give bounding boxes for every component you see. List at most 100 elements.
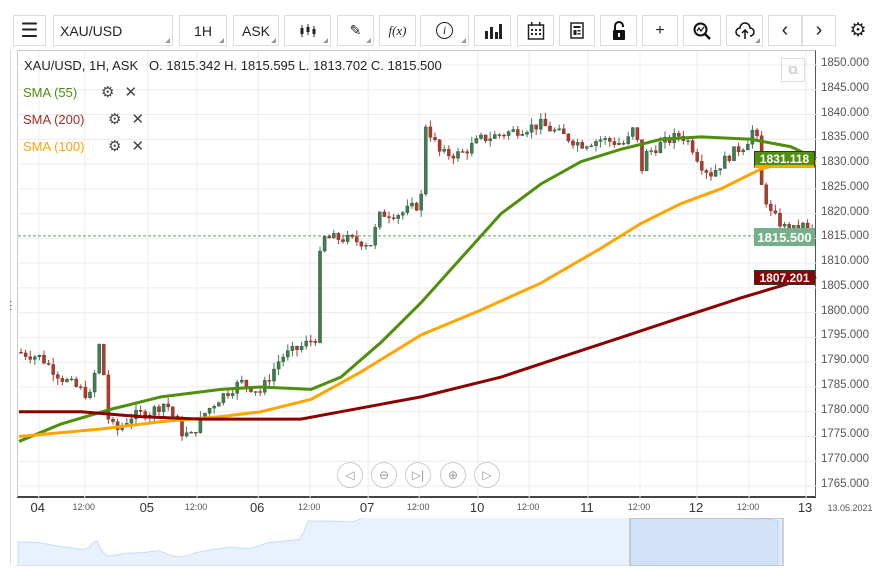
sma55-price-label: 1831.118 xyxy=(754,151,815,168)
candle xyxy=(309,340,313,343)
y-tick-label: 1805.000 xyxy=(821,279,869,292)
scroll-left-button[interactable]: ◁ xyxy=(337,462,363,488)
y-tick-label: 1810.000 xyxy=(821,255,869,268)
y-tick-label: 1830.000 xyxy=(821,156,869,169)
candle xyxy=(207,407,212,414)
candle xyxy=(106,374,111,420)
menu-button[interactable]: ☰ xyxy=(13,15,46,46)
x-tick-label: 12:00 xyxy=(406,502,430,512)
candle xyxy=(51,364,55,375)
zoom-in-button[interactable]: ⊕ xyxy=(440,462,466,488)
candle xyxy=(442,148,446,152)
candle xyxy=(184,432,189,437)
close-icon[interactable]: ✕ xyxy=(124,84,138,101)
candle xyxy=(56,374,60,379)
scroll-right-button[interactable]: ▷ xyxy=(474,462,500,488)
candle xyxy=(686,140,690,142)
candle xyxy=(65,379,69,382)
x-tick-label: 12:00 xyxy=(516,502,540,512)
gear-icon[interactable]: ⚙ xyxy=(108,138,122,155)
navigator[interactable] xyxy=(17,518,883,566)
candle xyxy=(727,155,732,161)
x-tick-label: 12:00 xyxy=(627,502,651,512)
lock-button[interactable] xyxy=(600,15,637,46)
chart-type-button[interactable] xyxy=(284,15,331,46)
interval-select[interactable]: 1H xyxy=(179,15,227,46)
candle xyxy=(92,372,97,393)
info-button[interactable]: i xyxy=(420,15,469,46)
magnifier-chart-icon xyxy=(693,22,711,40)
x-tick-label: 10 xyxy=(469,500,485,515)
x-tick-label: 12 xyxy=(688,500,704,515)
gear-icon[interactable]: ⚙ xyxy=(108,111,122,128)
scroll-forward-button[interactable]: › xyxy=(802,15,836,46)
indicator-label: SMA (100) xyxy=(23,138,85,154)
candle xyxy=(253,391,258,393)
unlock-icon xyxy=(612,20,625,40)
close-icon[interactable]: ✕ xyxy=(131,138,145,155)
reset-view-button[interactable]: ▷| xyxy=(405,462,431,488)
candle xyxy=(585,146,589,149)
scroll-back-button[interactable]: ‹ xyxy=(768,15,802,46)
candle xyxy=(451,155,456,159)
candle xyxy=(516,129,520,136)
x-tick-label: 11 xyxy=(580,500,594,515)
candle xyxy=(594,141,598,146)
popout-button[interactable]: ⧉ xyxy=(781,58,805,82)
crosshair-button[interactable]: + xyxy=(642,15,678,46)
candle xyxy=(180,420,184,437)
candle xyxy=(230,393,235,396)
y-tick-label: 1780.000 xyxy=(821,403,869,416)
draw-tool-button[interactable]: ✎ xyxy=(337,15,374,46)
candle xyxy=(566,133,571,142)
close-icon[interactable]: ✕ xyxy=(131,111,145,128)
symbol-select[interactable]: XAU/USD xyxy=(53,15,173,46)
candle xyxy=(276,361,281,370)
sma-line xyxy=(19,275,817,421)
cloud-upload-button[interactable] xyxy=(726,15,763,46)
candle xyxy=(460,151,465,153)
candle xyxy=(350,234,354,237)
volume-button[interactable] xyxy=(474,15,511,46)
candle xyxy=(502,134,506,137)
candle xyxy=(511,129,515,132)
zoom-out-button[interactable]: ⊖ xyxy=(371,462,397,488)
candle xyxy=(97,344,101,374)
candle xyxy=(704,170,709,173)
candle xyxy=(713,169,718,177)
y-tick-label: 1840.000 xyxy=(821,106,869,119)
indicators-button[interactable]: f(x) xyxy=(379,15,416,46)
candle xyxy=(773,210,778,214)
y-tick-label: 1835.000 xyxy=(821,131,869,144)
skip-end-icon: ▷| xyxy=(411,468,425,482)
interval-value: 1H xyxy=(194,22,212,39)
candle xyxy=(419,193,423,211)
candle xyxy=(74,378,78,387)
gear-icon[interactable]: ⚙ xyxy=(101,84,115,101)
candle xyxy=(548,125,552,132)
zoom-search-button[interactable] xyxy=(683,15,721,46)
candle xyxy=(741,149,745,153)
candle xyxy=(755,129,759,136)
calendar-button[interactable] xyxy=(517,15,554,46)
candle xyxy=(424,126,428,195)
candle xyxy=(709,172,713,177)
news-button[interactable] xyxy=(559,15,595,46)
candle xyxy=(598,139,603,142)
panel-resize-handle[interactable] xyxy=(10,50,14,565)
price-chart[interactable] xyxy=(18,51,817,499)
candle xyxy=(700,161,704,171)
candle xyxy=(318,250,322,343)
price-type-select[interactable]: ASK xyxy=(233,15,279,46)
candle xyxy=(368,245,373,247)
settings-button[interactable]: ⚙ xyxy=(840,15,876,46)
candle xyxy=(401,212,405,216)
chart-area[interactable] xyxy=(17,50,817,499)
candle xyxy=(621,143,626,145)
candle xyxy=(359,241,364,247)
candle xyxy=(313,341,318,343)
candle xyxy=(161,403,166,412)
candle xyxy=(33,356,37,360)
candle xyxy=(46,363,51,365)
candle xyxy=(60,378,65,382)
